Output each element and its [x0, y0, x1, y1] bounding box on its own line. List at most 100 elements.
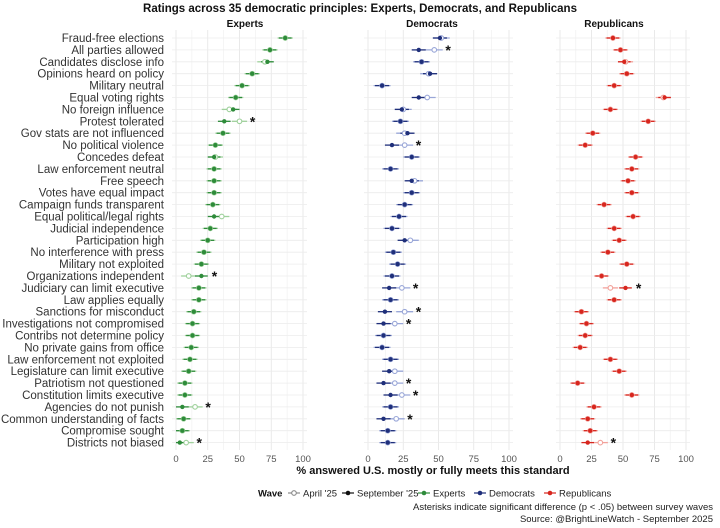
row-republicans — [612, 47, 629, 53]
legend-marker — [547, 490, 553, 496]
point-september — [577, 345, 583, 350]
principle-label: Gov stats are not influenced — [21, 128, 164, 140]
row-experts — [186, 308, 202, 315]
point-september — [610, 35, 616, 41]
point-april — [391, 368, 398, 375]
point-september — [416, 95, 421, 100]
note-source: Source: @BrightLineWatch - September 202… — [520, 514, 713, 525]
row-republicans — [606, 296, 622, 303]
point-september — [402, 238, 407, 243]
point-september — [601, 202, 607, 207]
row-experts — [182, 356, 198, 363]
row-experts — [177, 380, 193, 386]
x-axis-label: % answered U.S. mostly or fully meets th… — [296, 465, 569, 477]
x-tick-label: 50 — [618, 454, 629, 465]
point-september — [622, 59, 627, 64]
point-september — [182, 392, 188, 398]
significance-star: * — [406, 375, 412, 391]
row-republicans — [655, 94, 671, 101]
x-tick-label: 25 — [202, 454, 213, 465]
row-republicans — [605, 35, 621, 41]
principle-label: Judiciary can limit executive — [21, 283, 164, 295]
row-experts — [176, 427, 190, 434]
point-april — [607, 285, 614, 291]
point-september — [222, 119, 227, 124]
point-september — [190, 333, 195, 338]
point-september — [629, 166, 635, 172]
row-republicans — [578, 320, 595, 327]
row-republicans — [586, 404, 602, 410]
row-republicans — [624, 189, 640, 196]
row-experts — [177, 392, 193, 398]
x-tick-label: 0 — [173, 454, 178, 465]
x-tick-label: 50 — [433, 454, 444, 465]
point-september — [385, 428, 390, 433]
point-september — [419, 59, 424, 64]
row-experts — [200, 237, 216, 244]
x-tick-label: 25 — [398, 454, 409, 465]
note-significance: Asterisks indicate significant differenc… — [413, 502, 713, 513]
principle-label: Compromise sought — [61, 426, 165, 438]
principle-label: No political violence — [62, 140, 164, 152]
point-september — [391, 250, 396, 255]
point-september — [611, 226, 617, 231]
principle-label: No interference with press — [30, 247, 164, 259]
significance-star: * — [413, 387, 419, 403]
significance-star: * — [205, 399, 211, 415]
row-republicans — [594, 273, 610, 279]
principle-label: No foreign influence — [62, 104, 164, 116]
row-republicans — [606, 225, 622, 232]
legend-marker-filled — [345, 490, 351, 496]
principle-label: Military neutral — [89, 81, 164, 93]
point-september — [611, 83, 617, 88]
x-tick-label: 75 — [468, 454, 479, 465]
principle-label: Opinions heard on policy — [37, 69, 164, 81]
row-republicans — [577, 332, 593, 339]
row-democrats — [391, 118, 409, 125]
point-september — [187, 357, 193, 362]
row-republicans — [640, 118, 656, 125]
row-republicans — [582, 427, 598, 434]
panel-title-republicans: Republicans — [584, 19, 644, 30]
point-september — [210, 202, 216, 207]
point-september — [646, 119, 651, 124]
x-tick-label: 100 — [295, 454, 311, 465]
principle-label: All parties allowed — [71, 45, 164, 57]
chart-title: Ratings across 35 democratic principles:… — [143, 3, 577, 15]
legend-label: Experts — [433, 489, 465, 500]
row-experts: * — [181, 268, 218, 284]
point-september — [220, 131, 226, 136]
principle-label: Sanctions for misconduct — [36, 307, 165, 319]
row-experts — [257, 58, 274, 65]
row-experts — [181, 368, 197, 375]
point-september — [205, 238, 210, 243]
row-democrats — [420, 70, 438, 77]
point-september — [211, 190, 217, 195]
point-september — [623, 285, 628, 291]
point-april — [192, 404, 198, 410]
row-experts — [215, 130, 231, 137]
row-experts — [244, 70, 260, 77]
point-april — [185, 273, 192, 279]
row-democrats — [373, 82, 391, 89]
point-september — [583, 142, 588, 148]
point-september — [409, 154, 414, 160]
point-september — [624, 261, 629, 267]
row-republicans — [625, 213, 641, 220]
row-experts — [206, 177, 222, 184]
row-experts: * — [176, 399, 211, 415]
point-september — [399, 107, 405, 112]
point-september — [608, 107, 613, 112]
point-september — [239, 83, 245, 88]
row-experts — [207, 154, 223, 160]
row-republicans — [611, 237, 627, 244]
significance-star: * — [636, 280, 642, 296]
row-republicans — [570, 380, 586, 386]
point-september — [579, 309, 584, 314]
principle-label: Law applies equally — [64, 295, 165, 307]
point-september — [379, 345, 385, 350]
point-september — [629, 392, 635, 398]
point-september — [233, 95, 238, 100]
row-republicans — [624, 166, 640, 172]
